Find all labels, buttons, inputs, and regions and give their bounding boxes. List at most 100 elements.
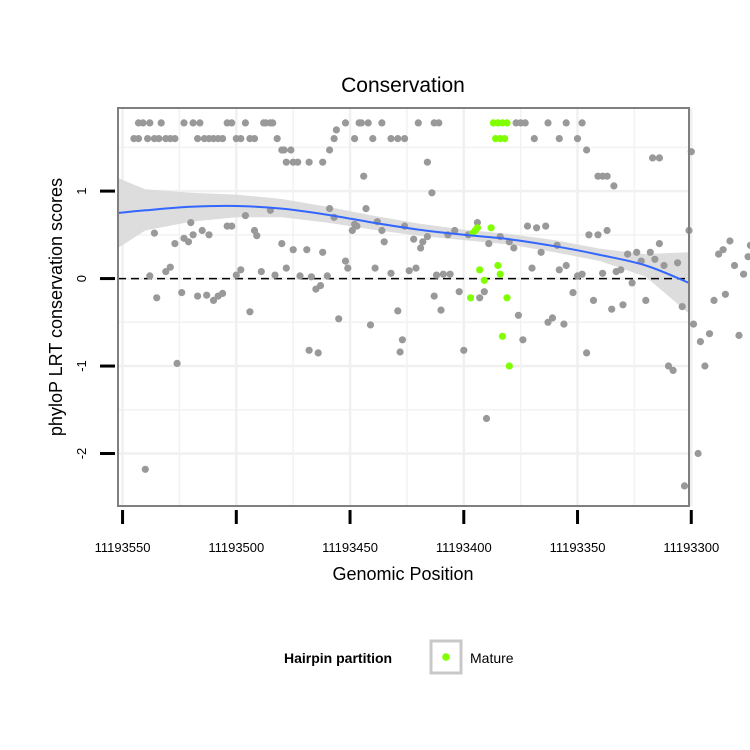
data-point (555, 266, 563, 274)
data-point (253, 232, 261, 240)
data-point (585, 231, 593, 239)
data-point (542, 222, 550, 230)
data-point (560, 320, 568, 328)
data-point (405, 267, 413, 275)
data-point (514, 311, 523, 319)
data-point (271, 271, 279, 279)
data-point (744, 253, 750, 261)
y-axis-label: phyloP LRT conservation scores (46, 178, 66, 436)
data-point (680, 482, 689, 490)
data-point (360, 172, 368, 180)
data-point (599, 269, 607, 277)
data-point (726, 237, 734, 245)
data-point (184, 238, 193, 246)
y-axis: 1 0 -1 -2 (74, 187, 115, 459)
data-point (544, 318, 552, 326)
legend-title: Hairpin partition (284, 650, 392, 666)
data-point (371, 264, 379, 272)
data-point (569, 289, 577, 297)
data-point (428, 189, 436, 197)
data-point (198, 226, 206, 235)
x-tick-label: 11193500 (208, 540, 264, 555)
data-point (533, 224, 541, 232)
data-point (548, 314, 557, 322)
data-point (150, 229, 158, 237)
data-point (303, 246, 311, 254)
data-point (414, 119, 422, 127)
data-point (173, 359, 181, 367)
data-point (573, 135, 582, 143)
data-point (351, 135, 359, 143)
data-point (603, 172, 611, 180)
data-point (664, 362, 673, 370)
points-layer (130, 119, 750, 490)
data-point (341, 257, 350, 265)
data-point (439, 270, 447, 278)
data-point (209, 296, 218, 304)
mature-point (487, 224, 495, 232)
data-point (689, 320, 698, 328)
mature-point (476, 266, 484, 274)
data-point (530, 135, 538, 143)
data-point (394, 135, 402, 143)
data-point (189, 231, 197, 239)
confidence-ribbon (118, 178, 689, 314)
data-point (740, 270, 748, 278)
data-point (655, 154, 664, 162)
data-point (335, 315, 343, 323)
data-point (153, 294, 161, 302)
data-point (362, 205, 370, 213)
chart-title: Conservation (341, 74, 465, 97)
data-point (171, 240, 179, 248)
data-point (146, 272, 154, 280)
data-point (649, 154, 657, 162)
data-point (401, 135, 409, 143)
data-point (157, 119, 165, 127)
data-point (289, 246, 297, 254)
data-point (651, 255, 659, 263)
data-point (219, 289, 227, 297)
plot-background (118, 108, 689, 506)
mature-point (496, 270, 504, 278)
mature-point (494, 261, 502, 270)
data-point (294, 158, 302, 166)
data-point (423, 233, 431, 241)
smooth-curve (117, 204, 690, 284)
data-point (455, 288, 463, 296)
data-point (146, 119, 154, 127)
data-point (589, 296, 598, 304)
data-point (387, 269, 395, 277)
data-point (528, 264, 536, 272)
data-point (701, 362, 709, 370)
data-point (476, 294, 484, 302)
data-point (323, 272, 331, 280)
data-point (669, 366, 677, 374)
data-point (435, 119, 443, 127)
data-point (583, 349, 591, 357)
data-point (178, 289, 186, 297)
data-point (364, 119, 372, 127)
data-point (141, 465, 149, 473)
data-point (314, 349, 322, 357)
data-point (344, 264, 352, 272)
data-point (624, 250, 632, 258)
data-point (537, 248, 545, 256)
mature-point (473, 224, 481, 232)
data-point (446, 270, 454, 278)
data-point (746, 241, 750, 249)
y-tick-label: -1 (74, 360, 89, 372)
data-point (521, 119, 529, 127)
data-point (228, 119, 236, 127)
data-point (696, 338, 705, 346)
data-point (171, 135, 179, 143)
data-point (633, 248, 641, 256)
mature-point (480, 276, 488, 284)
data-point (287, 146, 295, 154)
y-tick-label: -2 (74, 448, 89, 460)
data-point (278, 240, 286, 248)
data-point (237, 135, 245, 143)
data-point (257, 268, 265, 276)
data-point (646, 248, 654, 256)
data-point (228, 222, 236, 230)
